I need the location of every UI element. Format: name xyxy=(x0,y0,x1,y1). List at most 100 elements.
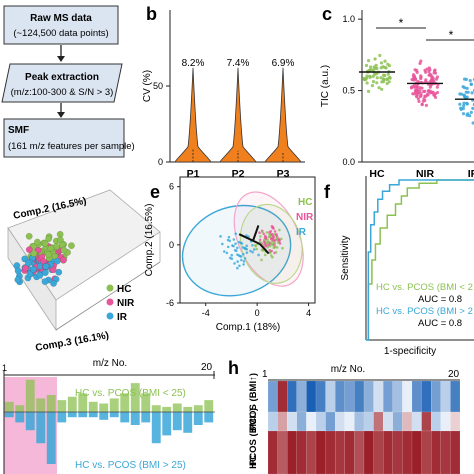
bar-bmi-low-12 xyxy=(120,393,130,412)
pca-point xyxy=(261,230,264,234)
panel-c-ytick-label: 0.0 xyxy=(342,157,355,167)
pca-loading-arrow-1 xyxy=(258,243,270,255)
pca-point xyxy=(251,250,254,254)
roc-series-1-name: HC vs. PCOS (BMI < 2 xyxy=(376,282,473,293)
3d-legend: HC NIR IR xyxy=(106,284,135,323)
pca-point xyxy=(243,257,247,260)
pca-point xyxy=(258,240,262,244)
pca-point xyxy=(232,244,235,248)
heatmap-cell xyxy=(363,430,374,474)
heatmap-cell xyxy=(363,380,374,413)
pca-point xyxy=(270,249,273,253)
dot-NIR xyxy=(431,90,435,94)
heatmap-cell xyxy=(411,380,422,413)
panel-e-ylabel: Comp.2 (16.5%) xyxy=(144,204,155,277)
dot-HC xyxy=(379,76,383,80)
pca-point xyxy=(232,238,236,241)
panel-letter-e: e xyxy=(150,182,160,202)
heatmap-cell xyxy=(373,380,384,413)
scatter3d-point xyxy=(60,256,67,264)
workflow-box-peak xyxy=(1,63,123,103)
dot-HC xyxy=(371,79,376,84)
heatmap-cell xyxy=(373,411,384,432)
dot-IR xyxy=(462,104,466,108)
pca-point xyxy=(242,263,245,266)
panel-h-xtick-first: 1 xyxy=(262,369,268,380)
dot-NIR xyxy=(430,76,434,80)
dot-IR xyxy=(461,112,466,116)
bar-bmi-low-16 xyxy=(162,406,172,412)
panel-e-ytick-label: -6 xyxy=(166,298,174,308)
pca-point xyxy=(263,253,267,257)
dot-NIR xyxy=(419,75,423,79)
bar-bmi-low-1 xyxy=(4,401,14,412)
dot-HC xyxy=(366,89,371,93)
scatter3d-point xyxy=(68,242,75,250)
dot-HC xyxy=(381,77,385,81)
heatmap-cell xyxy=(325,380,336,413)
heatmap-cell xyxy=(440,430,451,474)
violin-P3 xyxy=(264,67,302,163)
panel-c-xtick-HC: HC xyxy=(369,168,385,180)
dot-IR xyxy=(470,91,474,95)
dot-NIR xyxy=(426,93,430,97)
panel-h-title: m/z No. xyxy=(331,364,365,375)
heatmap-cell xyxy=(315,380,326,413)
dot-IR xyxy=(469,82,473,86)
panel-e-ytick-label: 0 xyxy=(169,240,174,250)
panel-c: c TIC (a.u.) 0.0 0.5 1.0 HC NIR IR * * xyxy=(320,4,474,180)
panel-b-xtick-P2: P2 xyxy=(232,168,245,180)
pca-loading-arrow-2 xyxy=(238,233,261,245)
pca-point xyxy=(239,255,243,258)
dot-NIR xyxy=(419,92,423,96)
panel-e-legend-hc: HC xyxy=(298,197,312,208)
dot-NIR xyxy=(422,89,426,94)
panel-e-xlabel: Comp.1 (18%) xyxy=(216,322,280,333)
dot-NIR xyxy=(413,89,418,93)
dot-IR xyxy=(465,101,469,105)
scatter3d-point xyxy=(30,266,37,273)
bar-bmi-low-13 xyxy=(130,383,140,412)
bar-bmi-low-9 xyxy=(88,401,98,412)
heatmap-cell xyxy=(402,430,413,474)
bar-bmi-low-20 xyxy=(204,400,214,412)
heatmap-cell xyxy=(431,411,441,432)
panel-f-xlabel: 1-specificity xyxy=(384,346,436,357)
heatmap-cell xyxy=(421,430,432,474)
scatter3d-point xyxy=(30,243,38,251)
heatmap-cell xyxy=(287,430,297,474)
heatmap-cell xyxy=(267,411,278,432)
panel-letter-h: h xyxy=(228,358,239,378)
dot-IR xyxy=(460,92,464,96)
panel-g-series-1-label: HC vs. PCOS (BMI < 25) xyxy=(75,388,186,399)
dot-IR xyxy=(463,86,467,90)
heatmap-cell xyxy=(383,380,393,413)
workflow-box-peak-subtitle: (m/z:100-300 & S/N > 3) xyxy=(11,87,114,98)
pca-point xyxy=(241,246,245,249)
panel-b-ytick-label: 0 xyxy=(158,157,163,167)
dot-HC xyxy=(365,81,369,85)
bar-bmi-high-13 xyxy=(130,412,140,425)
dot-HC xyxy=(375,81,379,85)
heatmap-cell xyxy=(344,411,355,432)
pca-point xyxy=(237,240,241,244)
dot-HC xyxy=(364,63,369,68)
pca-point xyxy=(257,253,260,257)
dot-HC xyxy=(381,65,385,69)
scatter3d-point xyxy=(33,238,41,246)
bar-bmi-high-10 xyxy=(99,412,109,420)
dot-HC xyxy=(387,80,391,84)
pca-point xyxy=(254,243,257,247)
panel-h-row-label-3: HC xyxy=(248,455,259,469)
panel-b-xtick-P1: P1 xyxy=(187,168,200,180)
pca-point xyxy=(226,238,230,242)
pca-point xyxy=(238,264,241,268)
pca-point xyxy=(243,247,247,250)
bar-bmi-high-12 xyxy=(120,412,130,423)
panel-f: f Sensitivity 1-specificity HC vs. PCOS … xyxy=(324,176,474,357)
bar-bmi-high-2 xyxy=(15,412,25,423)
panel-c-ylabel: TIC (a.u.) xyxy=(320,65,331,107)
bar-bmi-low-15 xyxy=(151,405,161,412)
panel-e-xtick-label: 0 xyxy=(255,308,260,318)
violin-P1 xyxy=(174,67,212,163)
